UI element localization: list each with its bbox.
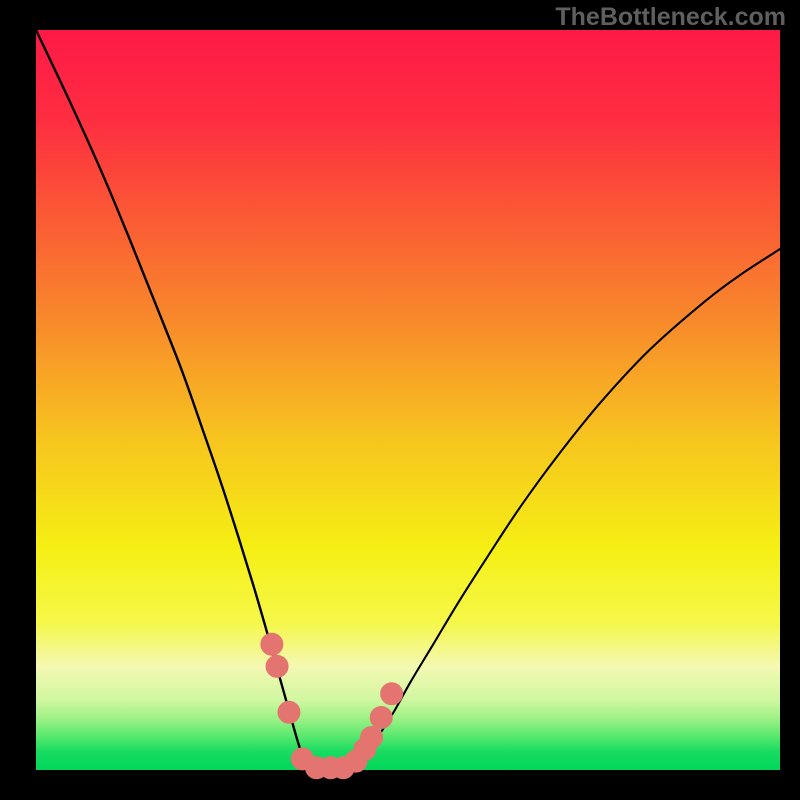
gradient-background bbox=[36, 30, 780, 770]
watermark-text: TheBottleneck.com bbox=[555, 3, 786, 32]
marker-dot bbox=[261, 633, 283, 655]
marker-dot bbox=[266, 655, 288, 677]
bottleneck-chart bbox=[0, 0, 800, 800]
marker-dot bbox=[361, 726, 383, 748]
marker-dot bbox=[381, 683, 403, 705]
chart-stage: TheBottleneck.com bbox=[0, 0, 800, 800]
marker-dot bbox=[278, 701, 300, 723]
marker-dot bbox=[370, 706, 392, 728]
